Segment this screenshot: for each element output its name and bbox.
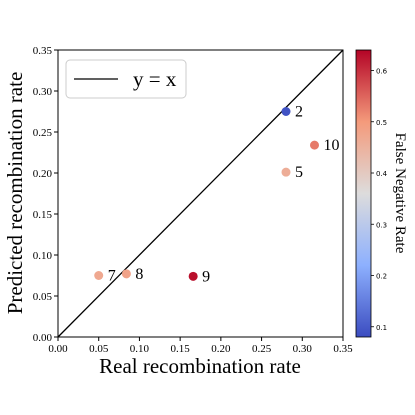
plot-area — [57, 49, 344, 338]
x-tick-label: 0.00 — [48, 343, 68, 355]
point-label-5: 5 — [295, 164, 303, 181]
colorbar-tick-label: 0.1 — [376, 324, 387, 332]
x-tick-label: 0.20 — [211, 343, 231, 355]
legend: y = x — [65, 59, 187, 99]
y-tick-label: 0.15 — [33, 209, 53, 221]
point-label-8: 8 — [135, 266, 143, 283]
x-tick-label: 0.15 — [171, 343, 191, 355]
legend-box — [65, 59, 187, 99]
x-axis: 0.00 0.05 0.10 0.15 0.20 0.25 0.30 0.35 — [48, 337, 353, 355]
x-tick-label: 0.10 — [130, 343, 150, 355]
y-tick-label: 0.25 — [33, 127, 53, 139]
colorbar-tick-label: 0.6 — [376, 68, 388, 76]
point-9 — [188, 271, 198, 281]
y-tick-label: 0.00 — [33, 332, 53, 344]
point-label-9: 9 — [202, 268, 210, 285]
point-label-2: 2 — [295, 104, 303, 121]
y-tick-label: 0.05 — [33, 291, 53, 303]
point-8 — [121, 269, 131, 279]
colorbar-ticks: 0.1 0.2 0.3 0.4 0.5 0.6 — [371, 68, 388, 332]
y-tick-label: 0.30 — [33, 86, 53, 98]
y-axis-label: Predicted recombination rate — [3, 72, 27, 315]
y-tick-label: 0.20 — [33, 168, 53, 180]
colorbar: 0.1 0.2 0.3 0.4 0.5 0.6 False Negative Rate — [355, 49, 408, 338]
x-tick-label: 0.25 — [252, 343, 272, 355]
point-7 — [94, 271, 104, 280]
x-axis-label: Real recombination rate — [99, 354, 301, 378]
y-axis: 0.00 0.05 0.10 0.15 0.20 0.25 0.30 0.35 — [33, 45, 58, 344]
colorbar-tick-label: 0.4 — [376, 170, 388, 178]
y-tick-label: 0.35 — [33, 45, 53, 57]
colorbar-label: False Negative Rate — [392, 133, 408, 254]
x-tick-label: 0.05 — [89, 343, 109, 355]
point-label-7: 7 — [108, 268, 116, 285]
x-tick-label: 0.30 — [293, 343, 313, 355]
point-10 — [310, 140, 319, 150]
point-5 — [281, 167, 291, 177]
y-tick-label: 0.10 — [33, 250, 53, 262]
colorbar-gradient — [355, 49, 372, 338]
reference-line-y-equals-x — [57, 49, 344, 338]
colorbar-tick-label: 0.2 — [376, 273, 387, 281]
colorbar-tick-label: 0.3 — [376, 221, 387, 229]
data-points: 2 10 5 7 8 9 — [94, 104, 340, 285]
x-tick-label: 0.35 — [333, 343, 353, 355]
point-2 — [281, 107, 291, 116]
colorbar-tick-label: 0.5 — [376, 119, 387, 127]
point-label-10: 10 — [324, 137, 340, 154]
legend-label: y = x — [133, 67, 177, 91]
